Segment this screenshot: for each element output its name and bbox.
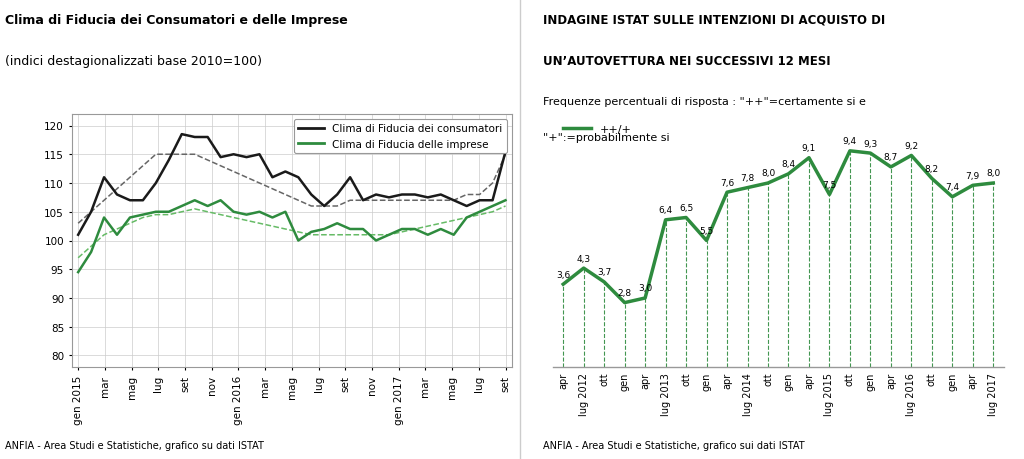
- Text: 9,3: 9,3: [863, 139, 878, 148]
- Text: 4,3: 4,3: [577, 254, 591, 263]
- Text: 7,6: 7,6: [720, 178, 734, 187]
- Text: 9,1: 9,1: [802, 144, 816, 153]
- Text: 7,8: 7,8: [740, 174, 755, 183]
- Text: 8,4: 8,4: [781, 160, 796, 169]
- Text: 2,8: 2,8: [617, 288, 632, 297]
- Text: 7,5: 7,5: [822, 180, 837, 190]
- Text: Frequenze percentuali di risposta : "++"=certamente si e: Frequenze percentuali di risposta : "++"…: [543, 96, 865, 106]
- Text: 6,5: 6,5: [679, 203, 693, 213]
- Text: 3,0: 3,0: [638, 284, 652, 293]
- Text: 3,6: 3,6: [556, 270, 570, 279]
- Text: 7,4: 7,4: [945, 183, 959, 192]
- Text: 8,7: 8,7: [884, 153, 898, 162]
- Text: 8,0: 8,0: [986, 169, 1000, 178]
- Text: Clima di Fiducia dei Consumatori e delle Imprese: Clima di Fiducia dei Consumatori e delle…: [5, 14, 348, 27]
- Legend: Clima di Fiducia dei consumatori, Clima di Fiducia delle imprese: Clima di Fiducia dei consumatori, Clima …: [294, 120, 507, 153]
- Text: 7,9: 7,9: [966, 171, 980, 180]
- Text: 8,0: 8,0: [761, 169, 775, 178]
- Text: ANFIA - Area Studi e Statistiche, grafico su dati ISTAT: ANFIA - Area Studi e Statistiche, grafic…: [5, 440, 264, 450]
- Text: INDAGINE ISTAT SULLE INTENZIONI DI ACQUISTO DI: INDAGINE ISTAT SULLE INTENZIONI DI ACQUI…: [543, 14, 885, 27]
- Text: 8,2: 8,2: [925, 164, 939, 174]
- Text: 6,4: 6,4: [658, 206, 673, 215]
- Text: 9,4: 9,4: [843, 137, 857, 146]
- Text: "+":=probabilmente si: "+":=probabilmente si: [543, 133, 670, 143]
- Text: 5,5: 5,5: [699, 226, 714, 235]
- Text: ANFIA - Area Studi e Statistiche, grafico sui dati ISTAT: ANFIA - Area Studi e Statistiche, grafic…: [543, 440, 804, 450]
- Text: 9,2: 9,2: [904, 141, 919, 151]
- Text: (indici destagionalizzati base 2010=100): (indici destagionalizzati base 2010=100): [5, 55, 262, 68]
- Text: UN’AUTOVETTURA NEI SUCCESSIVI 12 MESI: UN’AUTOVETTURA NEI SUCCESSIVI 12 MESI: [543, 55, 830, 68]
- Legend: ++/+: ++/+: [558, 120, 636, 139]
- Text: 3,7: 3,7: [597, 268, 611, 277]
